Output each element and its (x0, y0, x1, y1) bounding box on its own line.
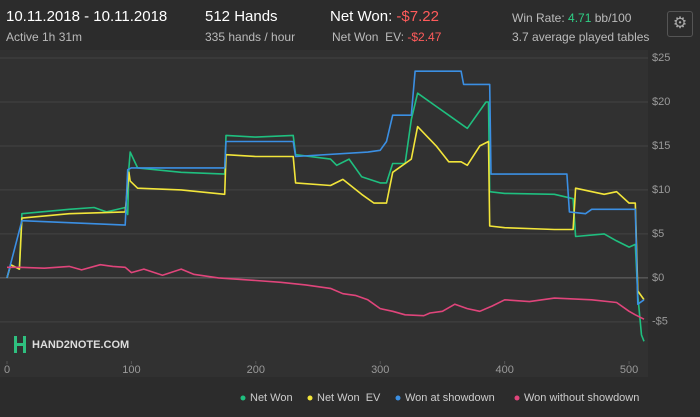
series-line (6, 125, 645, 301)
legend-label: Won without showdown (524, 392, 639, 404)
active-time: Active 1h 31m (6, 30, 83, 44)
y-tick-label: $5 (652, 228, 664, 240)
net-won: Net Won: -$7.22 (330, 8, 439, 25)
hands: 512 Hands (205, 8, 278, 25)
x-tick-label: 300 (371, 364, 389, 376)
series-line (6, 70, 645, 305)
y-tick-label: $0 (652, 272, 664, 284)
legend-label: Net Won (250, 392, 293, 404)
x-tick-label: 400 (495, 364, 513, 376)
logo-icon (14, 336, 26, 353)
legend-marker (240, 395, 246, 401)
legend-marker (514, 395, 520, 401)
y-tick-label: $20 (652, 96, 670, 108)
legend-label: Won at showdown (405, 392, 495, 404)
legend-label: Net Won EV (317, 392, 381, 404)
tables: 3.7 average played tables (512, 30, 650, 44)
win-rate-unit: bb/100 (594, 11, 632, 25)
x-tick-label: 0 (4, 364, 10, 376)
y-tick-label: $10 (652, 184, 670, 196)
series-line (7, 263, 645, 320)
x-tick-label: 100 (122, 364, 140, 376)
y-tick-label: $25 (652, 52, 670, 64)
x-tick-label: 500 (620, 364, 638, 376)
win-rate: Win Rate: 4.71 bb/100 (512, 11, 631, 25)
legend-marker (307, 395, 313, 401)
net-won-value: -$7.22 (396, 8, 439, 25)
net-won-ev: Net Won EV: -$2.47 (332, 30, 441, 44)
net-won-ev-value: -$2.47 (407, 30, 442, 44)
x-tick-label: 200 (247, 364, 265, 376)
settings-button[interactable]: ⚙ (667, 11, 693, 37)
win-rate-value: 4.71 (568, 11, 592, 25)
net-won-label: Net Won: (330, 8, 393, 25)
date-range: 10.11.2018 - 10.11.2018 (6, 8, 168, 25)
hands-per-hour: 335 hands / hour (205, 30, 296, 44)
net-won-ev-label: Net Won EV: (332, 30, 405, 44)
plot-area (0, 50, 648, 377)
logo-text: HAND2NOTE.COM (32, 339, 129, 351)
y-tick-label: $15 (652, 140, 670, 152)
win-rate-label: Win Rate: (512, 11, 565, 25)
y-tick-label: -$5 (652, 316, 668, 328)
legend-marker (395, 395, 401, 401)
